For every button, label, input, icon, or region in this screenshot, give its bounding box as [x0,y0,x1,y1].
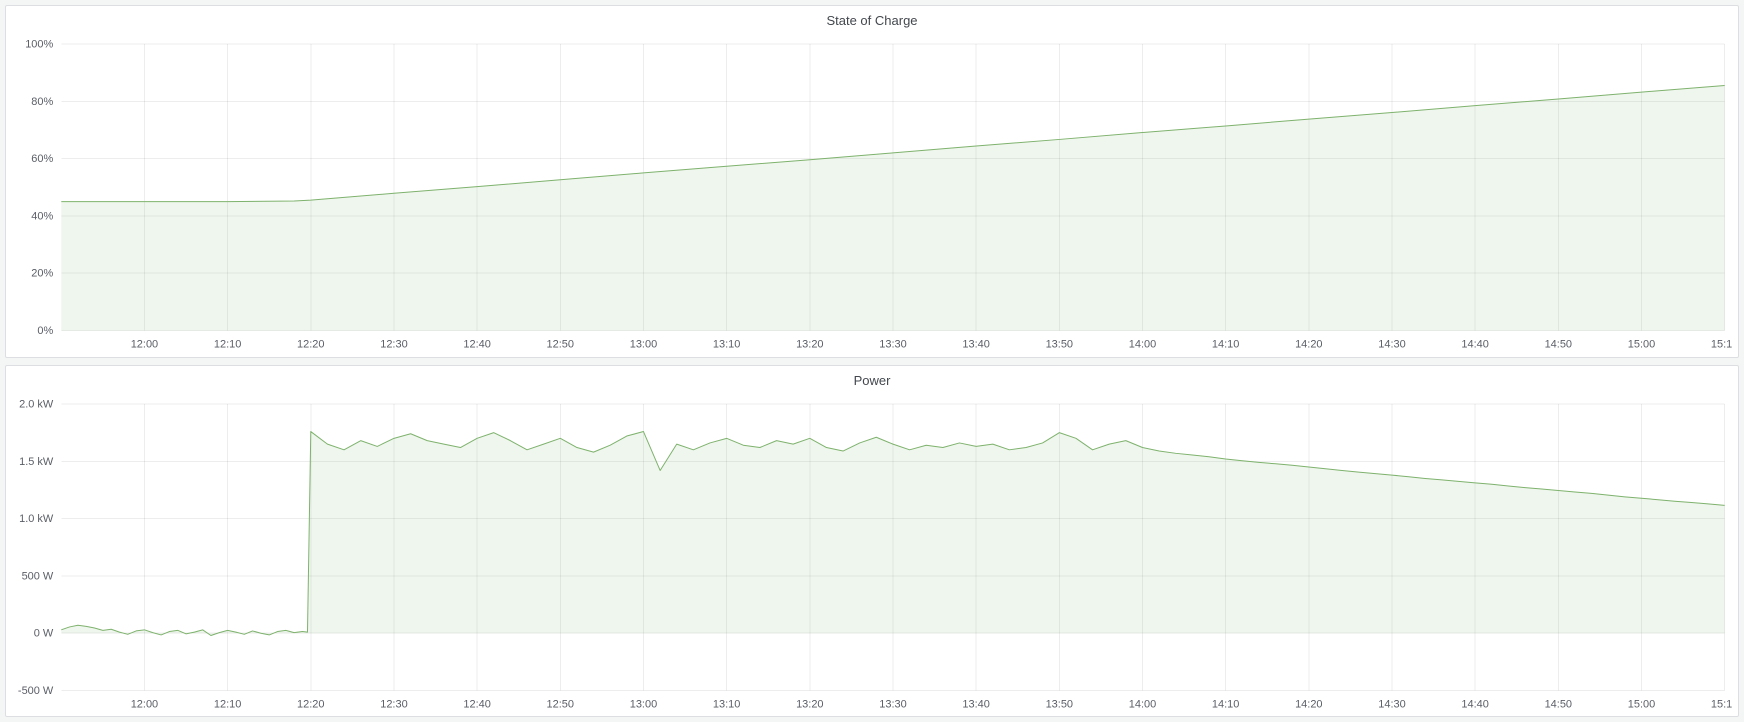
x-tick-label: 12:00 [131,339,158,351]
y-tick-label: 60% [31,153,53,165]
series-line [61,85,1725,203]
x-tick-label: 12:10 [214,698,241,710]
x-tick-label: 12:10 [214,339,241,351]
x-tick-label: 13:40 [962,698,989,710]
x-tick-label: 12:50 [547,698,574,710]
x-tick-label: 15:00 [1628,339,1655,351]
x-tick-label: 13:10 [713,698,740,710]
x-tick-label: 13:10 [713,339,740,351]
x-tick-label: 13:30 [879,339,906,351]
x-tick-label: 12:30 [380,698,407,710]
x-tick-label: 12:40 [463,339,490,351]
series-fill [61,85,1725,331]
x-tick-label: 13:30 [879,698,906,710]
chart-area-power: -500 W 0 W 500 W 1.0 kW 1.5 kW 2.0 kW 12:00 12:… [6,396,1738,717]
x-tick-label: 13:00 [630,698,657,710]
y-tick-label: 20% [31,268,53,280]
x-tick-label: 14:10 [1212,339,1239,351]
y-tick-label: -500 W [18,685,54,697]
panel-state-of-charge: State of Charge 0% 20% 40% 60% 80% 100% 12:00 1… [5,5,1739,358]
x-tick-label: 14:40 [1461,698,1488,710]
y-tick-label: 500 W [22,570,54,582]
x-tick-label: 12:30 [380,339,407,351]
panel-title-power[interactable]: Power [853,372,891,388]
panel-title-state-of-charge[interactable]: State of Charge [826,13,918,28]
x-tick-label: 14:10 [1212,698,1239,710]
power-chart[interactable]: -500 W 0 W 500 W 1.0 kW 1.5 kW 2.0 kW 12:00 12:… [12,396,1732,715]
x-tick-label: 14:20 [1295,698,1322,710]
x-tick-label: 14:00 [1129,339,1156,351]
y-tick-label: 1.5 kW [19,455,54,467]
x-tick-label: 15:00 [1628,698,1655,710]
x-tick-label: 12:20 [297,698,324,710]
x-tick-label: 12:00 [131,698,158,710]
y-tick-label: 1.0 kW [19,513,54,525]
x-tick-label: 12:40 [463,698,490,710]
x-tick-label: 14:40 [1461,339,1488,351]
x-tick-label: 13:50 [1046,339,1073,351]
x-tick-label: 15:10 [1711,339,1732,351]
x-tick-label: 14:50 [1545,698,1572,710]
y-tick-label: 100% [25,38,53,50]
x-tick-label: 13:50 [1046,698,1073,710]
y-tick-label: 80% [31,96,53,108]
state-of-charge-chart[interactable]: 0% 20% 40% 60% 80% 100% 12:00 12:10 12:20 12:30 12… [12,36,1732,355]
y-tick-label: 40% [31,210,53,222]
x-tick-label: 14:20 [1295,339,1322,351]
x-tick-label: 12:20 [297,339,324,351]
y-tick-label: 0% [37,325,53,337]
x-tick-label: 13:40 [962,339,989,351]
x-tick-label: 15:10 [1711,698,1732,710]
chart-area-state-of-charge: 0% 20% 40% 60% 80% 100% 12:00 12:10 12:20 12:30 12… [6,36,1738,357]
panel-power: Power -500 W 0 W 500 W 1.0 kW 1.5 kW 2.0 kW 12… [5,364,1739,717]
x-tick-label: 13:00 [630,339,657,351]
series-fill [61,431,1725,636]
y-tick-label: 0 W [34,627,54,639]
x-tick-label: 13:20 [796,339,823,351]
y-tick-label: 2.0 kW [19,398,54,410]
series-line [61,430,1725,636]
x-tick-label: 14:30 [1378,698,1405,710]
x-tick-label: 13:20 [796,698,823,710]
x-tick-label: 14:00 [1129,698,1156,710]
x-tick-label: 12:50 [547,339,574,351]
x-tick-label: 14:50 [1545,339,1572,351]
x-tick-label: 14:30 [1378,339,1405,351]
